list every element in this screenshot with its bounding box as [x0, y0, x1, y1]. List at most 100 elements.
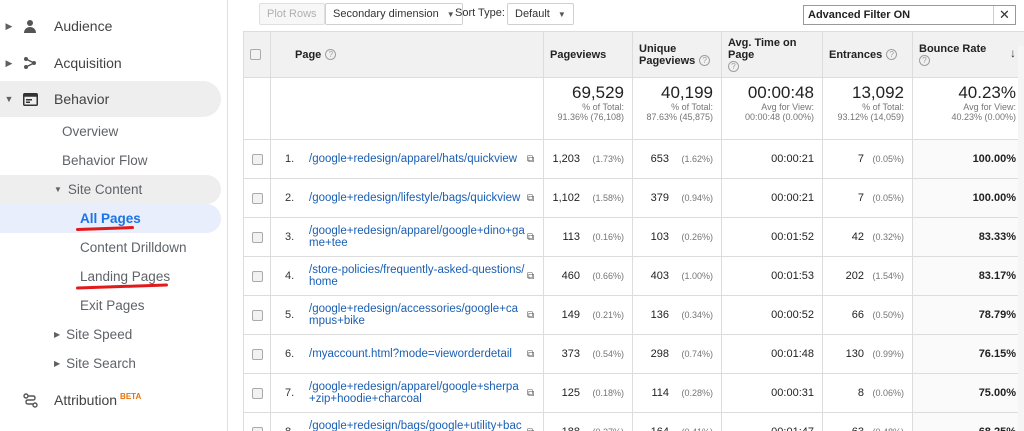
- row-checkbox[interactable]: [251, 309, 263, 321]
- pageviews-pct: (0.27%): [580, 427, 624, 431]
- select-all-checkbox[interactable]: [250, 49, 261, 61]
- unique-pageviews-pct: (0.26%): [681, 232, 713, 242]
- advanced-filter-box[interactable]: Advanced Filter ON ✕: [803, 5, 1016, 25]
- unique-pageviews-pct: (1.62%): [681, 154, 713, 164]
- page-link[interactable]: /google+redesign/bags/google+utility+bac…: [309, 420, 522, 431]
- pageviews-cell: 149 (0.21%): [543, 295, 633, 335]
- page-link[interactable]: /google+redesign/accessories/google+camp…: [309, 303, 519, 327]
- nav-item-site-search[interactable]: ▶ Site Search: [54, 349, 136, 377]
- secondary-dimension-dropdown[interactable]: Secondary dimension ▼: [325, 3, 463, 25]
- header-pageviews[interactable]: Pageviews: [543, 31, 633, 78]
- person-icon: [20, 19, 40, 33]
- unique-pageviews-pct: (1.00%): [681, 271, 713, 281]
- help-icon[interactable]: ?: [325, 49, 337, 61]
- header-bounce-rate[interactable]: Bounce Rate? ↓: [912, 31, 1024, 78]
- external-link-icon[interactable]: ⧉: [527, 348, 535, 360]
- nav-item-exit-pages[interactable]: Exit Pages: [80, 291, 145, 319]
- pageviews-pct: (0.21%): [592, 310, 624, 320]
- external-link-icon[interactable]: ⧉: [527, 192, 535, 204]
- bounce-rate-cell: 68.25%: [912, 412, 1024, 431]
- report-toolbar: Plot Rows Secondary dimension ▼ Sort Typ…: [243, 0, 1024, 30]
- avg-time-cell: 00:00:21: [721, 178, 823, 218]
- page-link[interactable]: /google+redesign/apparel/hats/quickview: [309, 153, 518, 165]
- header-entrances[interactable]: Entrances?: [822, 31, 913, 78]
- close-icon[interactable]: ✕: [993, 6, 1015, 24]
- unique-pageviews-pct: (0.74%): [681, 349, 713, 359]
- nav-label: All Pages: [80, 210, 141, 226]
- nav-item-content-drilldown[interactable]: Content Drilldown: [80, 233, 187, 261]
- header-page[interactable]: Page?: [270, 31, 544, 78]
- row-index: 6.: [285, 348, 295, 360]
- help-icon[interactable]: ?: [728, 61, 739, 73]
- page-link[interactable]: /store-policies/frequently-asked-questio…: [309, 264, 525, 288]
- nav-label: Content Drilldown: [80, 239, 187, 255]
- total-unique-pageviews: 40,199% of Total: 87.63% (45,875): [632, 77, 722, 140]
- page-link[interactable]: /google+redesign/apparel/google+sherpa+z…: [309, 381, 519, 405]
- nav-label: Overview: [62, 123, 119, 139]
- row-checkbox[interactable]: [251, 231, 263, 243]
- caret-right-icon: ▶: [54, 358, 61, 368]
- help-icon[interactable]: ?: [886, 49, 898, 61]
- external-link-icon[interactable]: ⧉: [527, 309, 535, 321]
- unique-pageviews-pct: (0.34%): [681, 310, 713, 320]
- scrollbar[interactable]: [1018, 46, 1024, 431]
- left-nav-sidebar: ▶ Audience ▶ Acquisition ▼ Behavior Over…: [0, 0, 228, 431]
- header-unique-pageviews[interactable]: Unique Pageviews?: [632, 31, 722, 78]
- row-index: 2.: [285, 192, 295, 204]
- external-link-icon[interactable]: ⧉: [527, 153, 535, 165]
- nav-label: Attribution: [54, 392, 118, 408]
- total-entrances: 13,092% of Total: 93.12% (14,059): [822, 77, 913, 140]
- nav-item-behavior[interactable]: ▼ Behavior: [0, 81, 110, 117]
- row-checkbox[interactable]: [251, 270, 263, 282]
- sort-desc-icon: ↓: [1010, 46, 1016, 60]
- nav-item-audience[interactable]: ▶ Audience: [0, 8, 113, 44]
- external-link-icon[interactable]: ⧉: [527, 270, 535, 282]
- row-checkbox[interactable]: [251, 387, 263, 399]
- external-link-icon[interactable]: ⧉: [527, 427, 539, 431]
- row-checkbox[interactable]: [251, 153, 263, 165]
- entrances-pct: (0.50%): [872, 310, 904, 320]
- table-row: 5. /google+redesign/accessories/google+ca…: [243, 295, 1024, 335]
- row-index: 7.: [285, 387, 295, 399]
- nav-label: Site Content: [67, 181, 143, 197]
- page-link[interactable]: /google+redesign/lifestyle/bags/quickvie…: [309, 192, 521, 204]
- row-checkbox[interactable]: [251, 426, 263, 431]
- bounce-rate-cell: 78.79%: [912, 295, 1024, 335]
- nav-label: Behavior Flow: [62, 152, 148, 168]
- entrances-pct: (0.05%): [872, 154, 904, 164]
- bounce-rate-cell: 100.00%: [912, 139, 1024, 179]
- page-cell: 3. /google+redesign/apparel/google+dino+g…: [270, 217, 544, 257]
- row-index: 5.: [285, 309, 295, 321]
- nav-item-overview[interactable]: Overview: [62, 117, 118, 145]
- row-select-cell: [243, 217, 271, 257]
- help-icon[interactable]: ?: [919, 55, 930, 67]
- nav-item-behavior-flow[interactable]: Behavior Flow: [62, 146, 148, 174]
- page-link[interactable]: /myaccount.html?mode=vieworderdetail: [309, 348, 512, 360]
- report-table: Page? Pageviews Unique Pageviews? Avg. Ti…: [243, 31, 1024, 431]
- nav-item-landing-pages[interactable]: Landing Pages: [80, 262, 170, 290]
- help-icon[interactable]: ?: [699, 55, 711, 67]
- row-checkbox[interactable]: [251, 348, 263, 360]
- plot-rows-button[interactable]: Plot Rows: [259, 3, 325, 25]
- entrances-cell: 42 (0.32%): [822, 217, 913, 257]
- external-link-icon[interactable]: ⧉: [527, 231, 535, 243]
- nav-label: Behavior: [54, 91, 110, 107]
- page-cell: 7. /google+redesign/apparel/google+sherpa…: [270, 373, 544, 413]
- sort-type-dropdown[interactable]: Default ▼: [507, 3, 574, 25]
- unique-pageviews-cell: 298 (0.74%): [632, 334, 722, 374]
- pageviews-pct: (0.16%): [592, 232, 624, 242]
- nav-item-site-content[interactable]: ▼ Site Content: [54, 175, 143, 203]
- header-avg-time[interactable]: Avg. Time on Page?: [721, 31, 823, 78]
- nav-item-all-pages[interactable]: All Pages: [80, 204, 141, 232]
- nav-item-acquisition[interactable]: ▶ Acquisition: [0, 45, 122, 81]
- page-link[interactable]: /google+redesign/apparel/google+dino+gam…: [309, 225, 525, 249]
- nav-item-attribution[interactable]: Attribution BETA: [0, 382, 141, 418]
- external-link-icon[interactable]: ⧉: [527, 387, 535, 399]
- row-checkbox[interactable]: [251, 192, 263, 204]
- bounce-rate-cell: 100.00%: [912, 178, 1024, 218]
- row-select-cell: [243, 373, 271, 413]
- total-bounce-rate: 40.23% Avg for View: 40.23% (0.00%): [912, 77, 1024, 140]
- table-row: 8./google+redesign/bags/google+utility+b…: [243, 412, 1024, 431]
- nav-item-site-speed[interactable]: ▶ Site Speed: [54, 320, 132, 348]
- filter-text: Advanced Filter ON: [808, 9, 911, 21]
